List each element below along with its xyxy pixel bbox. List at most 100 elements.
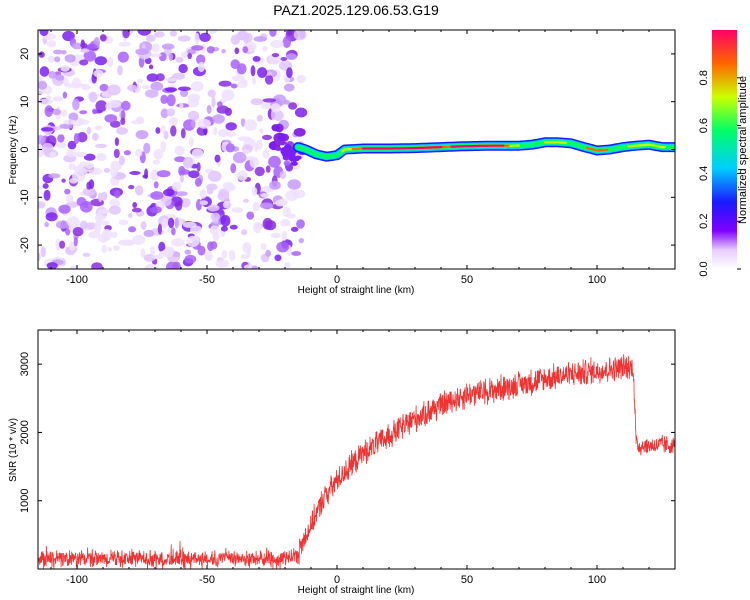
spectrogram-noise-blob xyxy=(82,252,91,257)
spectrogram-noise-blob xyxy=(131,207,142,213)
spectrogram-noise-blob xyxy=(64,83,79,88)
spectrogram-noise-blob xyxy=(43,189,51,201)
spectrogram-noise-blob xyxy=(252,77,256,85)
spectrogram-noise-blob xyxy=(282,206,291,218)
spectrogram-noise-blob xyxy=(231,207,244,213)
spectrogram-noise-blob xyxy=(94,221,102,234)
spectrogram-noise-blob xyxy=(274,146,282,151)
spectrogram-noise-blob xyxy=(113,245,120,251)
spectrogram-noise-blob xyxy=(48,71,57,79)
spectrogram-noise-blob xyxy=(144,263,159,269)
spectrogram-noise-blob xyxy=(83,186,96,197)
snr-frame xyxy=(37,329,676,570)
spectrogram-noise-blob xyxy=(194,177,202,187)
spectrogram-noise-blob xyxy=(209,30,217,34)
spectrogram-noise-blob xyxy=(62,91,68,99)
spectrogram-noise-blob xyxy=(180,128,186,139)
spectrogram-noise-blob xyxy=(94,56,108,66)
spectrogram-noise-blob xyxy=(182,221,197,228)
spectrogram-noise-blob xyxy=(91,133,99,141)
spectrogram-noise-blob xyxy=(207,89,216,98)
spectrogram-noise-blob xyxy=(165,77,178,82)
spectrogram-noise-blob xyxy=(145,34,156,42)
spectrogram-noise-blob xyxy=(204,251,213,261)
spectrogram-noise-blob xyxy=(268,155,281,168)
colorbar-ticks: 0.0 0.2 0.4 0.6 0.8 xyxy=(698,70,741,277)
spectrogram-noise-blob xyxy=(217,191,230,201)
spectrogram-noise-blob xyxy=(218,80,232,87)
spectrogram-noise-blob xyxy=(232,151,247,164)
spectrogram-noise-blob xyxy=(148,64,154,70)
spectrogram-noise-blob xyxy=(166,94,176,107)
spectrogram-noise-blob xyxy=(118,239,132,246)
spectrogram-noise-blob xyxy=(171,227,176,236)
snr-series-line xyxy=(38,354,675,569)
spectrogram-noise-blob xyxy=(280,57,288,61)
spectrogram-noise-blob xyxy=(132,202,138,208)
spectrogram-noise-blob xyxy=(163,130,169,140)
spectrogram-noise-blob xyxy=(288,155,300,162)
spectrogram-noise-blob xyxy=(180,174,184,183)
spectrogram-noise-blob xyxy=(73,166,82,172)
spectrogram-noise-blob xyxy=(228,249,236,262)
spectrogram-noise-blob xyxy=(140,248,146,258)
spectrogram-noise-blob xyxy=(114,137,119,147)
spectrogram-noise-blob xyxy=(234,47,240,55)
spectrogram-noise-blob xyxy=(283,99,291,105)
spectrogram-noise-blob xyxy=(91,262,103,269)
spectrogram-noise-blob xyxy=(262,134,272,141)
spectrogram-noise-blob xyxy=(175,191,188,197)
spectrogram-noise-blob xyxy=(98,220,110,226)
spectrogram-noise-blob xyxy=(231,75,245,81)
snr-y-tick-label: 2000 xyxy=(19,420,31,444)
spectrogram-noise-blob xyxy=(48,173,61,179)
spectrogram-noise-blob xyxy=(206,187,214,195)
spectrogram-noise-blob xyxy=(270,232,281,239)
snr-x-axis-label: Height of straight line (km) xyxy=(298,585,415,596)
spectrogram-noise-blob xyxy=(178,165,186,177)
spectrogram-noise-blob xyxy=(128,213,133,218)
spectrogram-noise-blob xyxy=(117,51,129,63)
spectrogram-noise-blob xyxy=(215,259,230,268)
spectrogram-noise-blob xyxy=(250,98,264,106)
spectrogram-noise-blob xyxy=(282,36,291,48)
spectrogram-noise-blob xyxy=(164,87,178,92)
spectrogram-noise-blob xyxy=(93,69,104,78)
spectrogram-noise-blob xyxy=(213,127,218,136)
spectrogram-noise-blob xyxy=(277,133,287,142)
spectrogram-noise-blob xyxy=(290,226,299,232)
colorbar-label: Normalized spectral amplitude xyxy=(737,76,749,224)
spectrogram-noise-blob xyxy=(220,215,231,227)
spectrogram-noise-blob xyxy=(292,189,306,199)
spectrogram-noise-blob xyxy=(59,240,66,249)
spectrogram-noise-blob xyxy=(170,125,177,137)
spectrogram-noise-blob xyxy=(166,108,175,117)
signal-track-core xyxy=(450,144,505,148)
spectrogram-noise-blob xyxy=(67,140,77,150)
spectrogram-noise-blob xyxy=(270,103,281,113)
spectrogram-noise-blob xyxy=(59,123,73,129)
spectrogram-noise-blob xyxy=(66,194,74,204)
spectrogram-noise-blob xyxy=(188,137,194,147)
spectrogram-noise-blob xyxy=(79,59,89,66)
spectrogram-noise-blob xyxy=(254,166,265,177)
spectrogram-noise-blob xyxy=(38,201,46,209)
spectrogram-x-tick-label: -100 xyxy=(66,274,88,286)
spectrogram-noise-blob xyxy=(214,154,221,163)
snr-y-tick-label: 1000 xyxy=(19,488,31,512)
spectrogram-noise-blob xyxy=(64,54,76,63)
spectrogram-noise-blob xyxy=(237,136,251,142)
spectrogram-noise-blob xyxy=(196,162,201,172)
spectrogram-noise-blob xyxy=(243,36,249,44)
spectrogram-noise-blob xyxy=(174,217,179,229)
spectrogram-noise-blob xyxy=(253,36,267,42)
spectrogram-noise-blob xyxy=(57,134,65,143)
spectrogram-noise-blob xyxy=(212,216,219,224)
spectrogram-noise-blob xyxy=(45,212,58,222)
spectrogram-noise-blob xyxy=(280,218,291,227)
spectrogram-noise-blob xyxy=(256,114,263,122)
spectrogram-noise-blob xyxy=(184,249,192,255)
spectrogram-noise-blob xyxy=(178,86,191,92)
spectrogram-noise-blob xyxy=(58,204,71,214)
